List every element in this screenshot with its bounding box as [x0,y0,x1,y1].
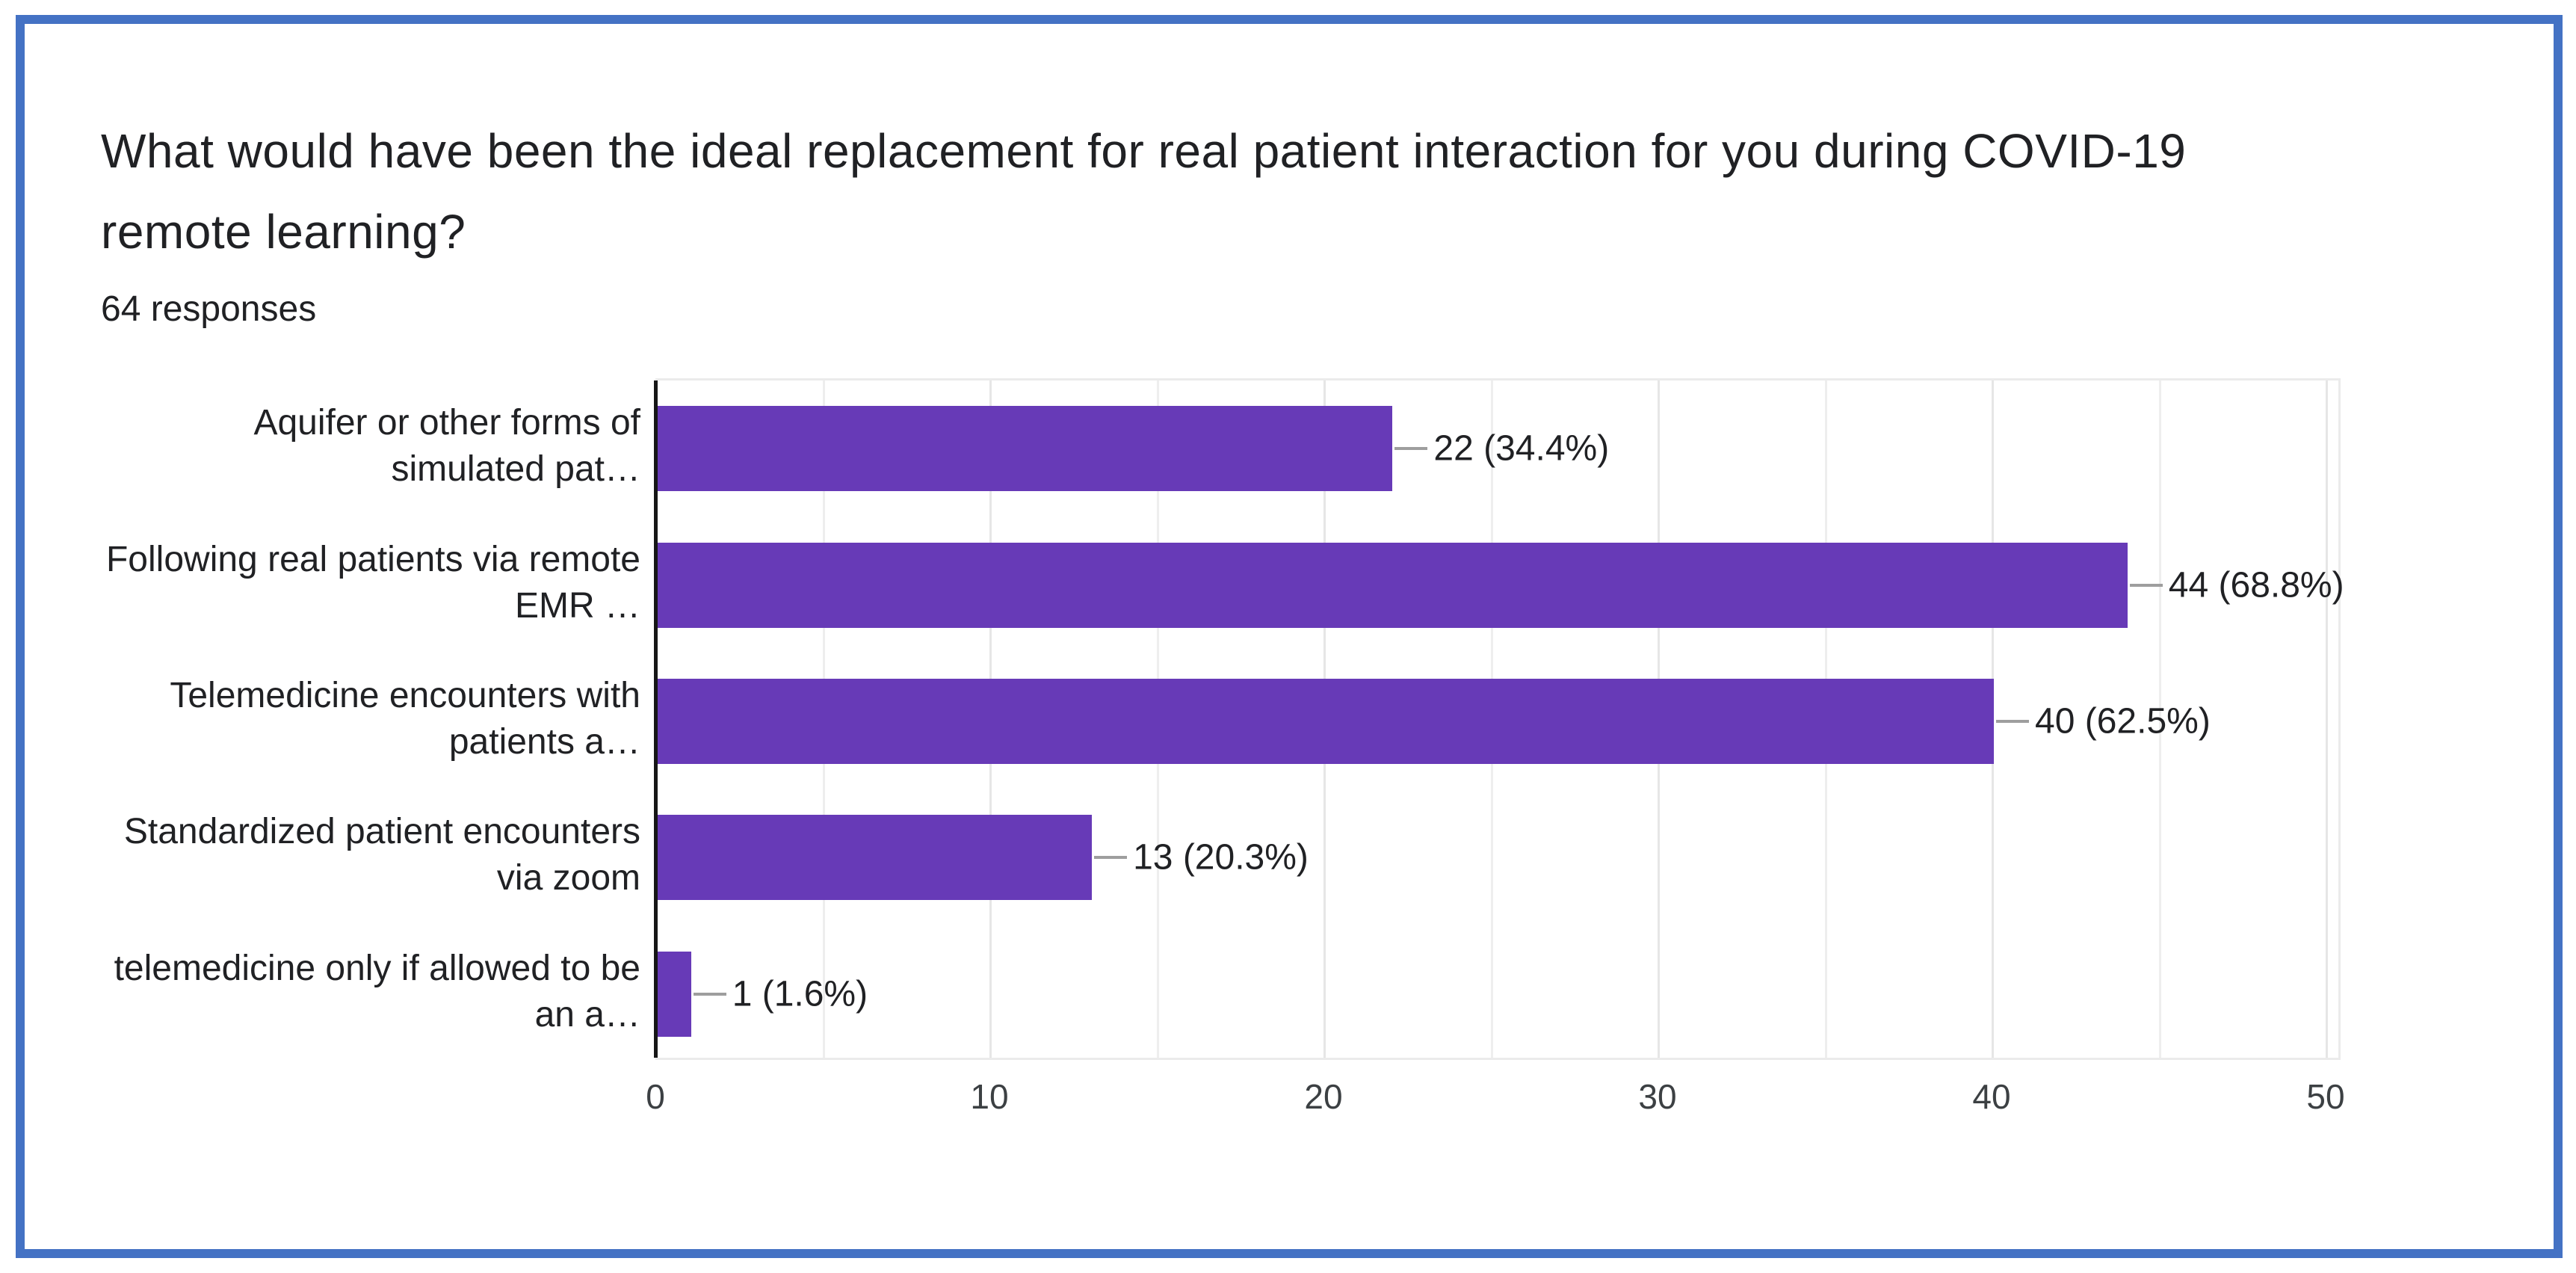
x-tick-label: 20 [1304,1077,1343,1116]
category-label-line: telemedicine only if allowed to be [114,948,640,988]
category-label: Standardized patient encounters via zoom [15,787,640,923]
question-title-line1: What would have been the ideal replaceme… [101,124,2187,178]
category-label-line: Standardized patient encounters [123,812,640,852]
y-axis-baseline [654,380,658,1058]
category-label: Aquifer or other forms of simulated pat… [15,378,640,514]
value-callout-line [1094,856,1128,860]
category-label-line: Aquifer or other forms of [253,403,640,443]
category-label-line: Telemedicine encounters with [170,675,640,715]
x-tick-label: 50 [2306,1077,2345,1116]
category-axis-labels: Aquifer or other forms of simulated pat… F… [15,378,640,1060]
bar[interactable] [658,815,1093,901]
x-tick-label: 10 [970,1077,1009,1116]
bar[interactable] [658,406,1393,492]
bar[interactable] [658,679,1994,764]
category-label-line: Following real patients via remote [105,539,640,579]
x-tick-label: 0 [646,1077,665,1116]
value-label: 40 (62.5%) [2035,701,2211,742]
plot-area: 22 (34.4%) 44 (68.8%) 40 (62.5%) 13 (20.3%)… [654,378,2344,1060]
value-label: 13 (20.3%) [1133,837,1309,878]
category-label-line: patients a… [448,721,640,762]
category-label-line: via zoom [496,858,640,899]
value-label: 1 (1.6%) [732,974,868,1014]
value-label: 44 (68.8%) [2168,565,2344,605]
x-tick-label: 30 [1638,1077,1677,1116]
value-callout-line [2129,583,2163,587]
question-title: What would have been the ideal replaceme… [101,111,2515,272]
value-label: 22 (34.4%) [1433,428,1610,469]
question-title-line2: remote learning? [101,205,466,259]
category-label-line: EMR … [515,585,640,626]
bar[interactable] [658,542,2128,628]
category-label: telemedicine only if allowed to be an a… [15,924,640,1060]
bar[interactable] [658,951,691,1037]
category-label-line: an a… [534,994,640,1035]
x-tick-label: 40 [1972,1077,2011,1116]
gridline [2158,380,2161,1058]
category-label-line: simulated pat… [391,449,641,490]
x-axis-ticks: 0 10 20 30 40 50 [646,1076,2344,1121]
gridline [2326,380,2328,1058]
response-count: 64 responses [101,289,317,329]
category-label: Following real patients via remote EMR … [15,514,640,650]
value-callout-line [693,992,726,996]
value-callout-line [1394,447,1428,451]
value-callout-line [1996,720,2029,723]
category-label: Telemedicine encounters with patients a… [15,651,640,787]
